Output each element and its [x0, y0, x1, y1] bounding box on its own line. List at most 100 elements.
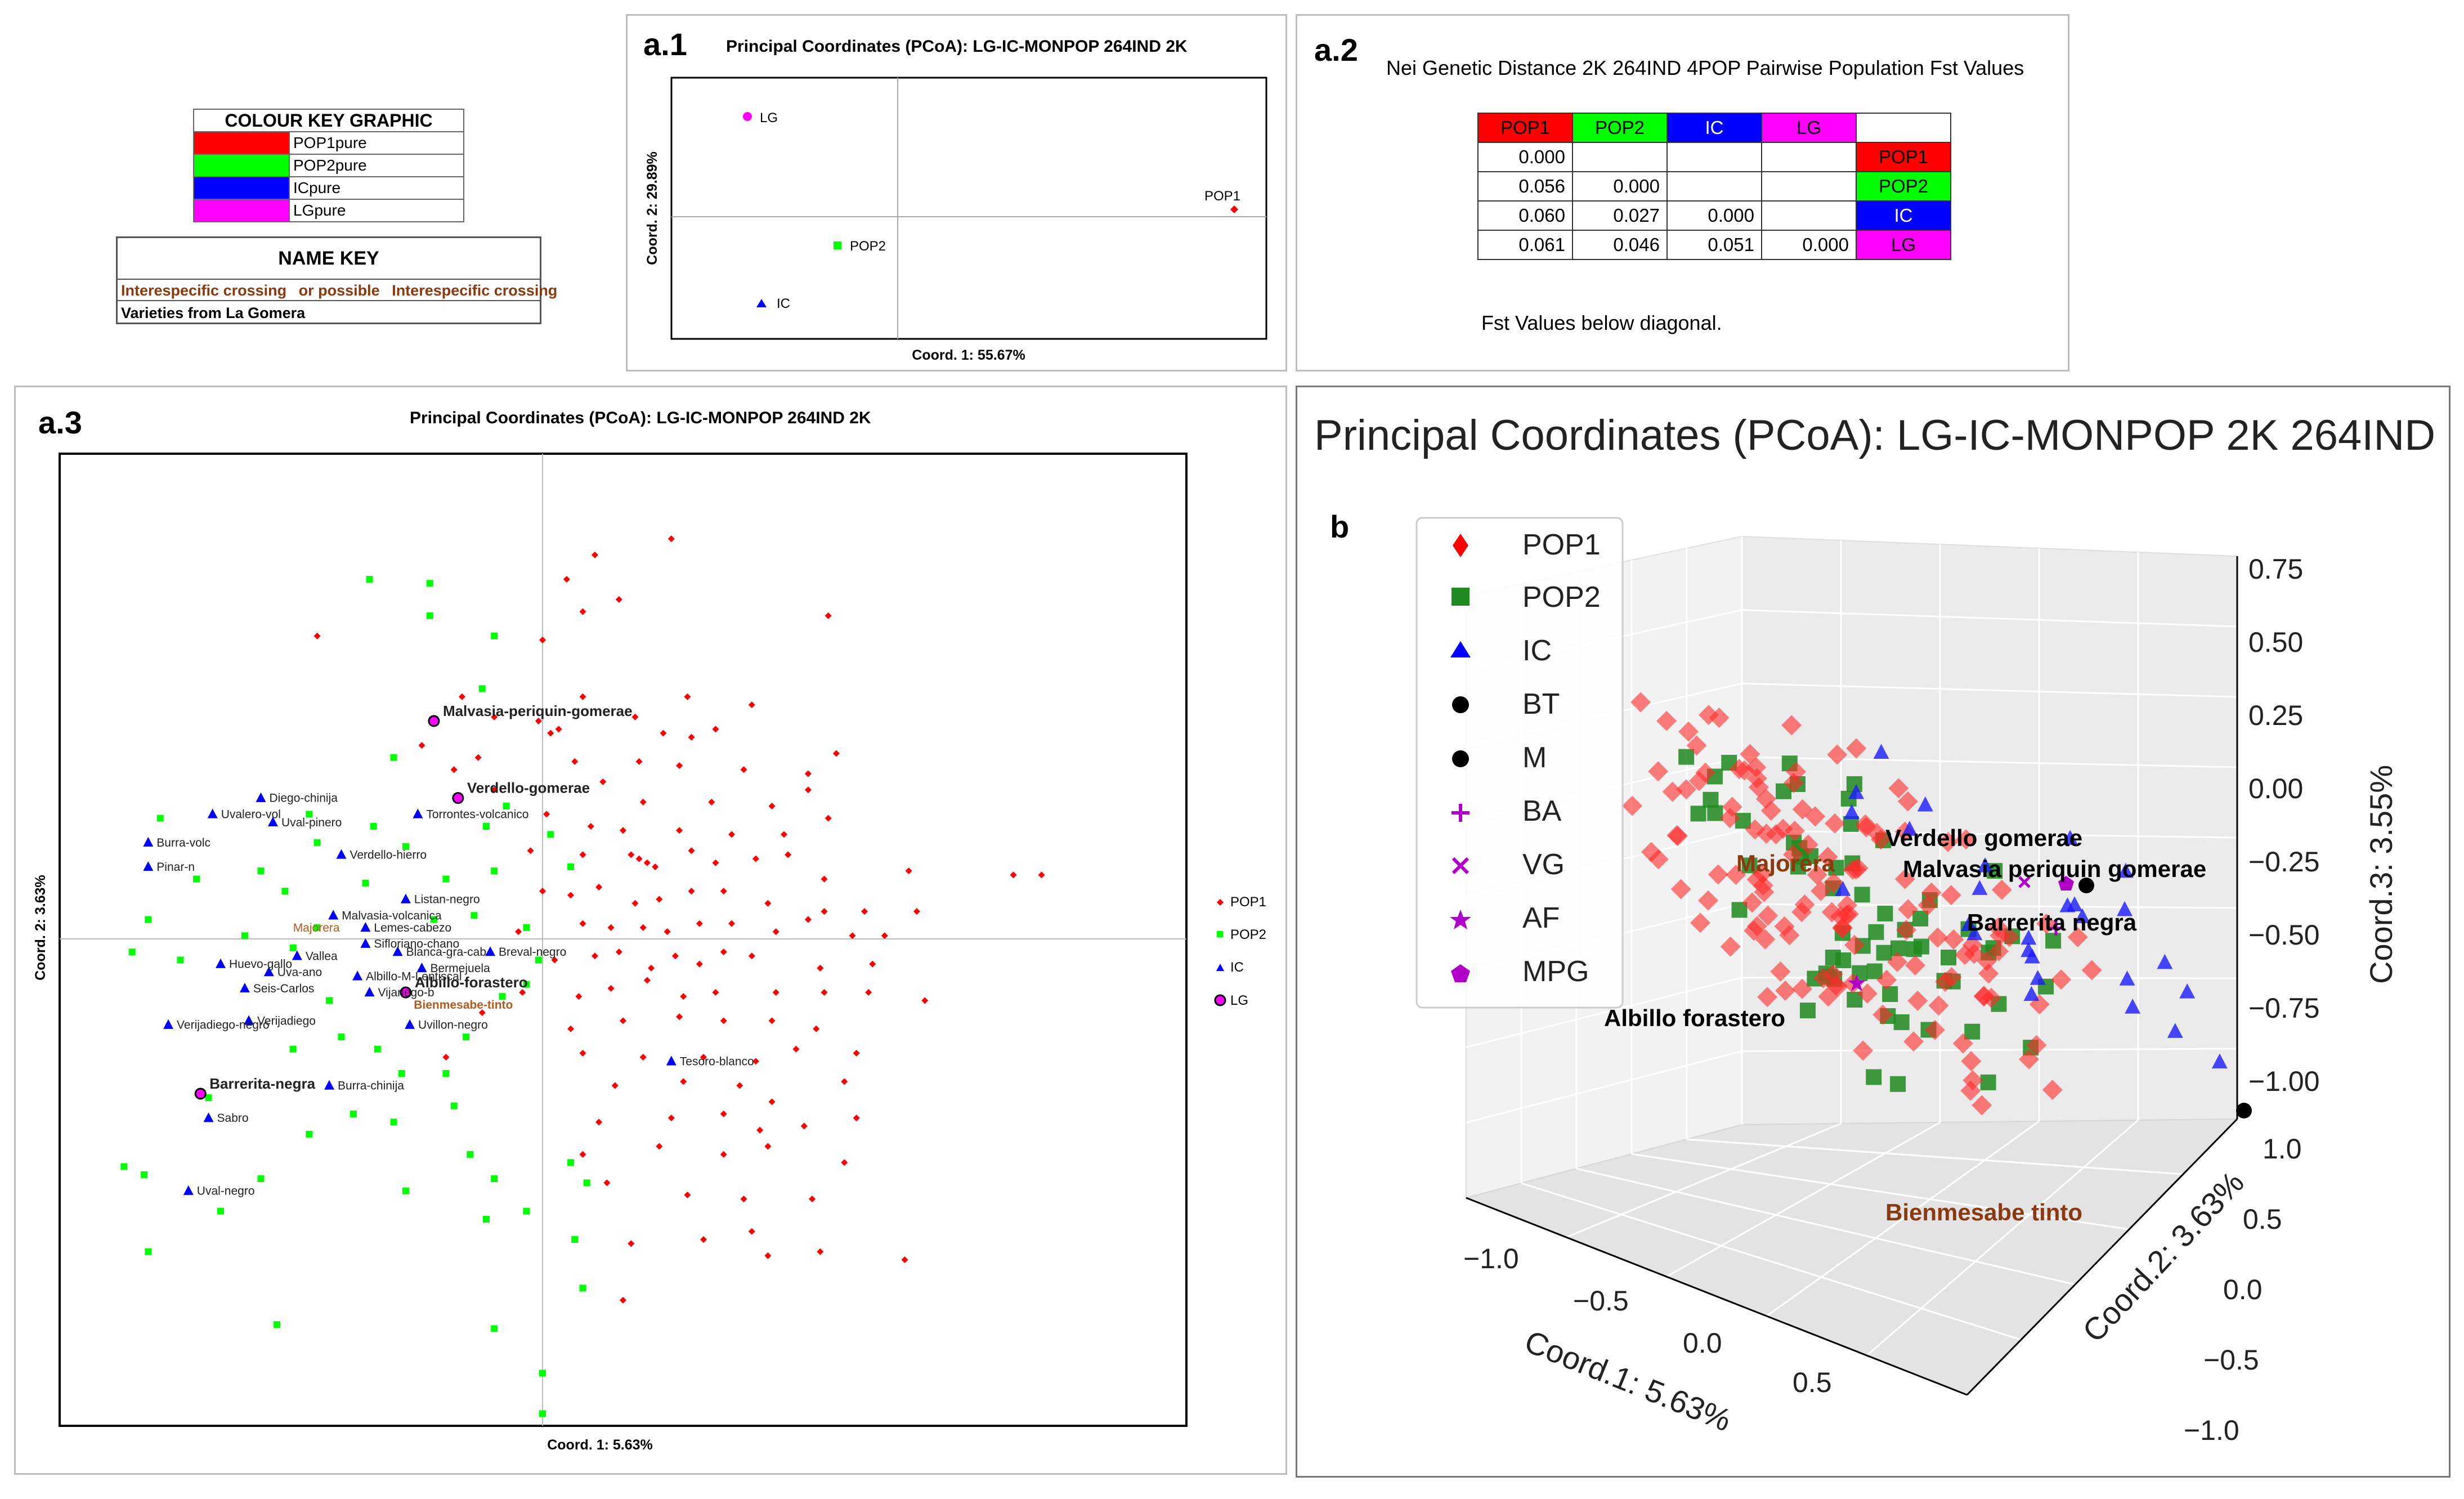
b-point-pop1: [1678, 721, 1699, 742]
a3-point-pop1: [853, 1049, 860, 1057]
b-point-pop1: [1897, 791, 1918, 812]
crossing-text-2: or possible: [298, 282, 380, 299]
a3-point-pop1: [620, 827, 626, 834]
a3-point-pop1: [865, 989, 872, 996]
b-point-ic: [1961, 916, 1977, 932]
a3-point-pop1: [656, 896, 663, 903]
a3-point-pop1: [607, 924, 615, 931]
panel-a1-title: Principal Coordinates (PCoA): LG-IC-MONP…: [726, 37, 1188, 56]
a3-point-label: Vijariego-b: [378, 986, 434, 999]
a3-point-pop1: [869, 960, 876, 968]
a3-point-pop2: [450, 1102, 458, 1109]
a3-point-ic: [364, 987, 375, 997]
a3-point-pop1: [611, 1082, 619, 1089]
b-legend-marker-ba: [1451, 804, 1470, 822]
a3-point-pop2: [471, 912, 478, 919]
a3-point-pop2: [177, 956, 184, 964]
a3-point-pop1: [728, 920, 736, 927]
a3-point-pop2: [289, 944, 297, 951]
b-point-pop1: [1746, 768, 1767, 789]
a3-point-pop1: [720, 1151, 727, 1158]
fst-row-header: IC: [1856, 200, 1951, 231]
a3-point-pop1: [543, 811, 550, 818]
a3-point-label: Burra-volc: [156, 836, 210, 849]
a3-point-pop2: [402, 1187, 409, 1194]
a3-point-pop2: [523, 981, 530, 988]
a3-point-pop1: [740, 1196, 747, 1203]
a3-point-pop2: [571, 1236, 579, 1243]
b-point-pop1: [1734, 760, 1755, 781]
b-point-pop1: [1928, 995, 1949, 1016]
b-label-malvasia: Malvasia periquin gomerae: [1903, 856, 2206, 882]
a3-point-pop1: [579, 1151, 586, 1158]
a3-point-pop1: [688, 847, 695, 854]
b-point-pop1: [1857, 983, 1878, 1004]
a3-point-ic: [405, 1019, 415, 1029]
a1-point-ic: [756, 299, 767, 307]
b-point-ic: [1917, 796, 1933, 812]
a3-point-pop1: [656, 1143, 663, 1150]
b-y-tick: 1.0: [2263, 1133, 2302, 1165]
a3-point-pop1: [781, 831, 787, 838]
b-point-pop1: [1961, 1051, 1982, 1072]
a3-point-label: Lemes-cabezo: [374, 921, 451, 934]
a3-point-pop1: [1038, 871, 1045, 879]
panel-a1-letter: a.1: [643, 26, 687, 62]
b-point-mpg: [2058, 876, 2074, 891]
a3-point-label: Blanca-gra-cab: [406, 946, 486, 959]
b-point-pop1: [1760, 800, 1781, 821]
b-point-pop1: [1894, 869, 1915, 889]
b-point-pop1: [1844, 934, 1865, 955]
b-point-ic: [2117, 862, 2134, 878]
a3-point-ic: [666, 1055, 677, 1066]
a3-point-pop1: [635, 758, 643, 765]
a3-point-pop1: [551, 956, 558, 964]
a3-point-pop1: [688, 888, 695, 895]
a3-point-pop1: [635, 855, 643, 862]
b-y-tick: 0.5: [2243, 1203, 2282, 1235]
a3-point-pop2: [426, 612, 433, 619]
a3-point-pop2: [366, 576, 373, 583]
a3-point-pop2: [306, 811, 313, 818]
a3-point-label: Sifloriano-chano: [374, 938, 459, 951]
b-point-pop1: [1676, 779, 1697, 800]
fst-cell: 0.056: [1477, 171, 1573, 202]
a3-point-pop1: [643, 977, 651, 984]
a3-crossing-label: Bienmesabe-tinto: [414, 999, 513, 1012]
b-point-pop1: [1758, 905, 1778, 926]
a3-point-pop2: [482, 1216, 490, 1223]
b-point-pop1: [1662, 781, 1683, 802]
a3-point-pop1: [567, 1025, 575, 1032]
b-point-pop1: [1872, 1004, 1893, 1025]
a3-point-pop1: [615, 596, 622, 603]
a3-point-pop1: [881, 932, 888, 939]
b-point-pop1: [1825, 813, 1845, 834]
a3-point-pop2: [390, 1118, 397, 1126]
a3-point-pop1: [700, 1236, 707, 1243]
a3-legend: POP1 POP2 IC LG: [1214, 894, 1266, 1008]
a1-label-lg: LG: [760, 110, 778, 126]
a3-point-pop1: [595, 883, 603, 891]
b-point-pop2: [1941, 950, 1957, 966]
a3-crossing-label: Majorera: [293, 921, 340, 934]
fst-cell: [1666, 142, 1762, 172]
a3-point-pop1: [680, 1078, 687, 1085]
a3-point-pop2: [257, 1175, 265, 1183]
b-point-pop2: [1690, 806, 1706, 822]
a3-point-pop1: [571, 758, 579, 765]
a3-point-pop2: [241, 932, 248, 939]
b-point-pop1: [1648, 849, 1669, 870]
a3-legend-marker-pop2: [1217, 931, 1223, 937]
a3-point-pop1: [756, 1126, 764, 1134]
fst-cell: 0.061: [1477, 230, 1573, 260]
a3-point-pop1: [764, 1143, 772, 1150]
b-point-pop2: [1825, 950, 1841, 966]
b-point-pop2: [1890, 1076, 1906, 1092]
panel-a2: a.2 Nei Genetic Distance 2K 264IND 4POP …: [1296, 14, 2069, 372]
a3-point-label: Uval-pinero: [281, 816, 342, 829]
fst-cell: [1666, 171, 1762, 202]
b-point-pop1: [1670, 879, 1691, 900]
a3-point-pop1: [620, 1017, 626, 1024]
a1-label-ic: IC: [777, 296, 790, 311]
b-z-tick: −0.25: [2248, 846, 2320, 878]
